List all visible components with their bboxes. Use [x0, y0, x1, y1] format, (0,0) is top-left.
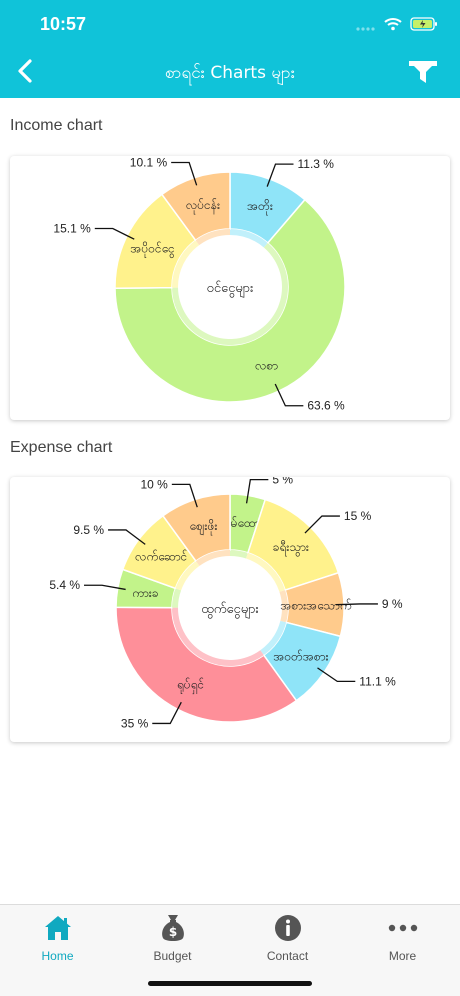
slice-label: အပိုဝင်ငွေ [130, 240, 174, 258]
slice-percent-label: 63.6 % [307, 399, 345, 413]
slice-percent-label: 11.3 % [297, 157, 334, 171]
tab-more[interactable]: More [345, 911, 460, 971]
expense-chart-card: အိမ်ထောင် 5 % ခရီးသွား 15 % အစားအသောက် 9 % အဝတ… [10, 477, 450, 742]
chart-slice-inner-ring [172, 240, 200, 288]
slice-percent-label: 9 % [382, 597, 403, 611]
slice-leader-line [317, 667, 356, 683]
tab-budget-label: Budget [153, 949, 192, 963]
slice-percent-label: 5.4 % [49, 578, 80, 592]
tab-budget[interactable]: $ Budget [115, 911, 230, 971]
home-indicator [148, 981, 312, 986]
tab-home-label: Home [41, 949, 74, 963]
money-bag-icon: $ [158, 911, 188, 945]
slice-leader-line [266, 163, 294, 187]
slice-leader-line [245, 478, 269, 504]
signal-icon [356, 16, 376, 35]
chart-slice-inner-ring [172, 242, 288, 346]
chart-slice-inner-ring [230, 229, 268, 248]
slice-percent-label: 10.1 % [130, 156, 168, 170]
income-chart-card: အတိုး 11.3 % လစာ 63.6 % အပိုဝင်ငွေ 15.1 % လုပ်… [10, 156, 450, 420]
nav-bar: စာရင်း Charts များ [0, 48, 460, 98]
status-time: 10:57 [40, 14, 87, 34]
tab-contact-label: Contact [266, 949, 309, 963]
slice-leader-line [171, 161, 198, 186]
slice-percent-label: 9.5 % [73, 523, 104, 537]
chart-center-label: ထွက်ငွေများ [201, 601, 259, 619]
chart-slice-inner-ring [172, 607, 264, 666]
slice-label: ကားခ [132, 586, 158, 600]
slice-label: အဝတ်အစား [273, 649, 328, 664]
slice-percent-label: 15 % [344, 509, 372, 523]
info-icon [273, 911, 303, 945]
expense-chart-title: Expense chart [10, 439, 113, 456]
chart-slice-inner-ring [195, 550, 230, 566]
income-chart: အတိုး 11.3 % လစာ 63.6 % အပိုဝင်ငွေ 15.1 % လုပ်… [53, 156, 346, 413]
slice-leader-line [335, 603, 378, 606]
chart-center-label: ဝင်ငွေများ [207, 280, 254, 298]
slice-label: အိမ်ထောင် [220, 515, 268, 530]
more-dots-icon [388, 911, 418, 945]
slice-label: လုပ်ငန်း [186, 197, 220, 215]
slice-leader-line [304, 515, 340, 534]
chart-slice-inner-ring [279, 590, 289, 623]
status-icons [356, 16, 438, 35]
slice-leader-line [171, 483, 198, 508]
slice-label: လစာ [255, 358, 278, 372]
slice-percent-label: 35 % [121, 716, 149, 730]
income-chart-title: Income chart [10, 117, 103, 134]
chart-slice-inner-ring [230, 550, 248, 559]
wifi-icon [384, 16, 402, 35]
slice-percent-label: 15.1 % [53, 222, 91, 236]
slice-leader-line [274, 383, 304, 407]
filter-button[interactable] [406, 58, 440, 90]
chart-slice[interactable] [115, 606, 298, 723]
expense-chart: အိမ်ထောင် 5 % ခရီးသွား 15 % အစားအသောက် 9 % အဝတ… [49, 477, 403, 730]
tab-bar: Home $ Budget Contact More [0, 904, 460, 996]
chevron-left-icon [16, 58, 34, 88]
chart-slice-inner-ring [246, 552, 286, 592]
slice-percent-label: 10 % [140, 477, 168, 491]
slice-leader-line [84, 584, 126, 591]
slice-leader-line [108, 529, 146, 545]
chart-slice-inner-ring [172, 588, 182, 608]
filter-icon [408, 59, 438, 89]
page-title: စာရင်း Charts များ [164, 63, 296, 83]
svg-text:$: $ [168, 925, 176, 939]
slice-label: ခရီးသွား [273, 539, 309, 557]
slice-percent-label: 5 % [272, 477, 293, 487]
slice-percent-label: 11.1 % [359, 674, 396, 688]
chart-slice-inner-ring [195, 229, 230, 246]
slice-label: ဈေးဖိုး [189, 518, 217, 536]
tab-contact[interactable]: Contact [230, 911, 345, 971]
slice-label: အတိုး [247, 198, 273, 216]
slice-leader-line [94, 227, 135, 240]
chart-slice-inner-ring [175, 561, 200, 591]
home-icon [43, 911, 73, 945]
slice-label: လက်ဆောင် [135, 548, 187, 563]
slice-label: ရုပ်ရှင် [177, 676, 204, 694]
tab-home[interactable]: Home [0, 911, 115, 971]
chart-slice-inner-ring [260, 620, 287, 656]
slice-label: အစားအသောက် [280, 597, 351, 612]
slice-leader-line [152, 701, 182, 725]
status-bar: 10:57 [0, 0, 460, 48]
tab-more-label: More [388, 949, 417, 963]
battery-icon [410, 16, 438, 35]
back-button[interactable] [8, 56, 42, 90]
